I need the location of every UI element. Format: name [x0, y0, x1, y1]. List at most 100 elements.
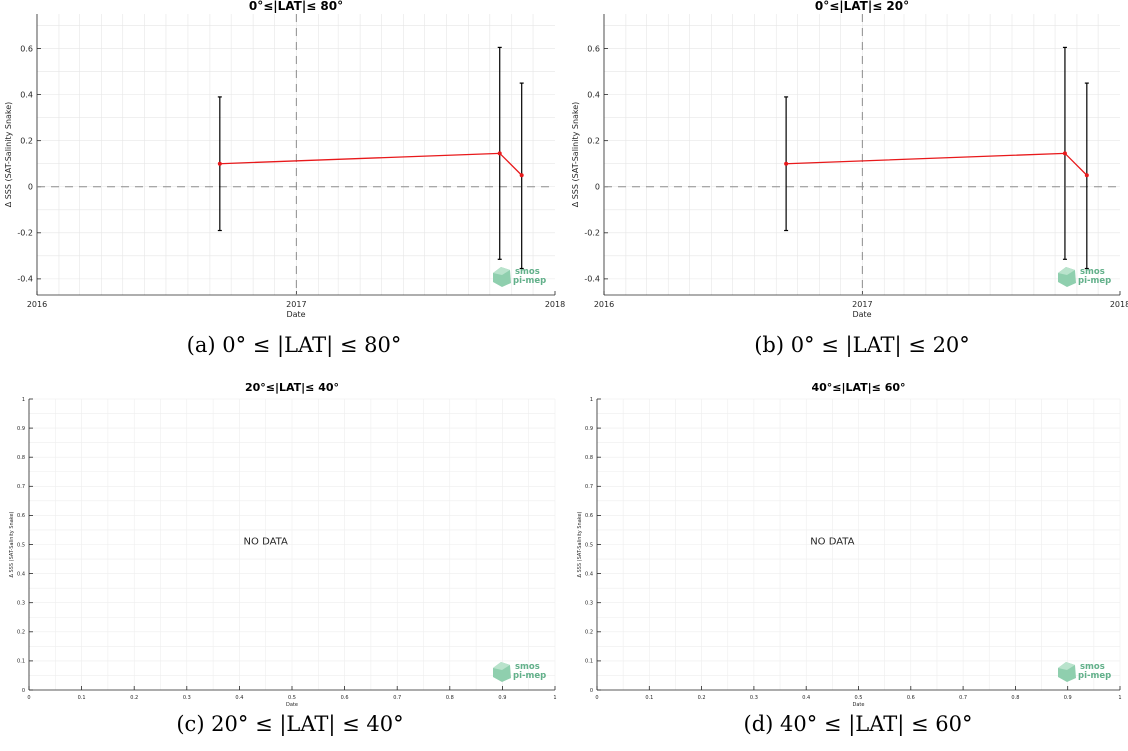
data-point: [217, 161, 222, 166]
x-tick-label: 2017: [852, 300, 872, 309]
y-tick-label: -0.2: [584, 229, 600, 238]
x-tick-label: 0.7: [959, 695, 967, 701]
chart-title: 40°≤|LAT|≤ 60°: [811, 381, 905, 394]
chart-title: 20°≤|LAT|≤ 40°: [245, 381, 339, 394]
x-tick-label: 0.8: [446, 695, 454, 701]
y-tick-label: 0.1: [17, 659, 25, 665]
chart-panel-b: 2016 2017 2018 -0.4 -0.2 0 0.2 0.4 0.6 Date Δ SSS …: [566, 0, 1128, 330]
chart-d-svg: 0 0.1 0.2 0.3 0.4 0.5 0.6 0.7 0.8 0.9 1 0 0.1 0.2 0.3 0…: [577, 381, 1122, 708]
y-axis-label: Δ SSS (SAT-Salinity Snake): [4, 102, 13, 208]
x-tick-label: 1: [553, 695, 556, 701]
y-tick-label: 0.6: [20, 44, 33, 53]
x-axis-label: Date: [853, 702, 865, 708]
caption-b: (b) 0° ≤ |LAT| ≤ 20°: [754, 333, 970, 357]
y-axis-label: Δ SSS (SAT-Salinity Snake): [9, 511, 15, 577]
x-tick-label: 0.2: [698, 695, 706, 701]
y-tick-label: 0.4: [585, 571, 593, 577]
caption-d: (d) 40° ≤ |LAT| ≤ 60°: [743, 712, 973, 736]
y-tick-label: 0.5: [17, 542, 25, 548]
y-tick-label: 0: [28, 183, 33, 192]
x-tick-label: 0.2: [130, 695, 138, 701]
y-tick-label: 0.4: [17, 571, 25, 577]
caption-a: (a) 0° ≤ |LAT| ≤ 80°: [186, 333, 402, 357]
y-tick-label: -0.2: [17, 229, 33, 238]
x-tick-label: 0.5: [288, 695, 296, 701]
logo-text-pimep: pi-mep: [1078, 671, 1111, 681]
y-tick-label: 0.2: [587, 136, 600, 145]
y-tick-label: 0.3: [585, 600, 593, 606]
x-tick-label: 0.6: [907, 695, 915, 701]
series-line: [219, 152, 523, 176]
x-axis-label: Date: [852, 310, 871, 319]
x-tick-label: 2016: [27, 300, 47, 309]
y-tick-label: 0.6: [585, 513, 593, 519]
logo-shape-top-icon: [493, 662, 510, 670]
data-point: [497, 151, 502, 156]
logo-text-smos: smos: [515, 662, 540, 672]
x-tick-label: 0.8: [1011, 695, 1019, 701]
chart-a-svg: 2016 2017 2018 -0.4 -0.2 0 0.2 0.4 0.6 Date Δ SSS …: [4, 0, 565, 319]
y-tick-label: 0: [22, 688, 25, 694]
x-tick-label: 0.9: [1064, 695, 1072, 701]
x-tick-label: 0: [27, 695, 30, 701]
y-tick-label: 1: [590, 397, 593, 403]
y-tick-label: 0.3: [17, 600, 25, 606]
y-tick-label: 0.6: [587, 44, 600, 53]
x-tick-label: 0.4: [235, 695, 243, 701]
y-tick-label: 0.4: [587, 90, 600, 99]
x-tick-label: 0.1: [645, 695, 653, 701]
logo-shape-top-icon: [493, 267, 510, 275]
x-tick-label: 0: [595, 695, 598, 701]
y-tick-label: 0.4: [20, 90, 33, 99]
chart-panel-d: 0 0.1 0.2 0.3 0.4 0.5 0.6 0.7 0.8 0.9 1 0 0.1 0.2 0.3 0…: [566, 375, 1128, 708]
logo-text-pimep: pi-mep: [1078, 276, 1111, 286]
x-axis-label: Date: [286, 310, 305, 319]
y-axis-label: Δ SSS (SAT-Salinity Snake): [577, 511, 583, 577]
chart-title: 0°≤|LAT|≤ 20°: [815, 0, 909, 13]
y-tick-label: 0.7: [17, 484, 25, 490]
chart-panel-c: 0 0.1 0.2 0.3 0.4 0.5 0.6 0.7 0.8 0.9 1 0 0.1 0.2 0.3 0…: [0, 375, 560, 708]
x-tick-label: 0.7: [393, 695, 401, 701]
y-axis-label: Δ SSS (SAT-Salinity Snake): [571, 102, 580, 208]
x-tick-label: 2018: [1110, 300, 1128, 309]
logo-text-pimep: pi-mep: [513, 671, 546, 681]
x-tick-label: 0.3: [750, 695, 758, 701]
series-line: [786, 152, 1088, 176]
y-tick-label: 0.5: [585, 542, 593, 548]
caption-c: (c) 20° ≤ |LAT| ≤ 40°: [176, 712, 404, 736]
data-point: [1062, 151, 1067, 156]
chart-b-svg: 2016 2017 2018 -0.4 -0.2 0 0.2 0.4 0.6 Date Δ SSS …: [571, 0, 1128, 319]
x-axis-label: Date: [286, 702, 298, 708]
y-tick-label: 0.2: [17, 630, 25, 636]
data-point: [519, 173, 524, 178]
y-tick-label: 0.2: [585, 630, 593, 636]
logo-shape-top-icon: [1058, 267, 1075, 275]
y-tick-label: 0.8: [585, 455, 593, 461]
logo-shape-top-icon: [1058, 662, 1075, 670]
x-tick-label: 0.4: [802, 695, 810, 701]
y-tick-label: 0.2: [20, 136, 33, 145]
no-data-label: NO DATA: [244, 537, 288, 548]
y-tick-label: 0.9: [17, 426, 25, 432]
y-tick-label: 0.6: [17, 513, 25, 519]
x-tick-label: 2016: [594, 300, 614, 309]
logo-text-pimep: pi-mep: [513, 276, 546, 286]
y-tick-label: 0.8: [17, 455, 25, 461]
logo-text-smos: smos: [1080, 267, 1105, 277]
y-tick-label: 0.7: [585, 484, 593, 490]
x-tick-label: 0.9: [498, 695, 506, 701]
grid-lines: [596, 398, 1121, 691]
x-tick-label: 0.6: [341, 695, 349, 701]
logo-text-smos: smos: [515, 267, 540, 277]
x-tick-label: 2018: [545, 300, 565, 309]
data-point: [1084, 173, 1089, 178]
x-tick-label: 1: [1118, 695, 1121, 701]
x-tick-label: 2017: [286, 300, 306, 309]
x-tick-label: 0.3: [183, 695, 191, 701]
chart-c-svg: 0 0.1 0.2 0.3 0.4 0.5 0.6 0.7 0.8 0.9 1 0 0.1 0.2 0.3 0…: [9, 381, 557, 708]
y-tick-label: 0: [595, 183, 600, 192]
y-tick-label: 1: [22, 397, 25, 403]
